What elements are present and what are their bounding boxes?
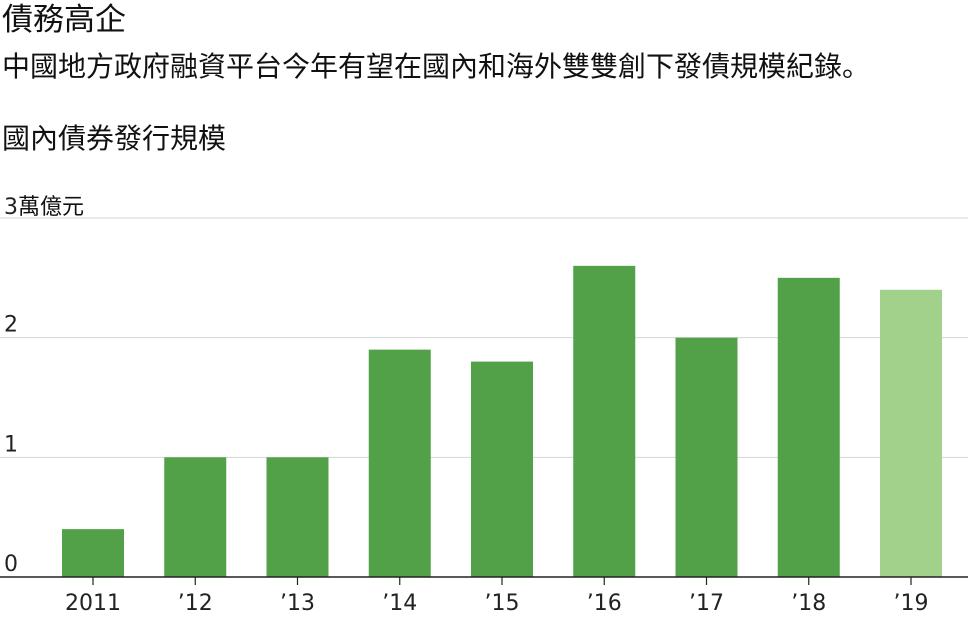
- bar-3: [368, 349, 431, 577]
- x-tick-label-5: ’16: [587, 591, 622, 616]
- bar-4: [471, 361, 533, 577]
- x-tick-label-6: ’17: [689, 591, 724, 616]
- y-axis-labels: 0 1 2 3萬億元: [4, 195, 84, 577]
- bar-0: [62, 529, 124, 577]
- bar-1: [164, 457, 227, 577]
- x-tick-label-2: ’13: [280, 591, 315, 616]
- x-axis-ticks: 2011 ’12 ’13 ’14 ’15 ’16 ’17 ’18 ’19: [65, 577, 929, 616]
- page-subtitle: 中國地方政府融資平台今年有望在國內和海外雙雙創下發債規模紀錄。: [2, 50, 871, 83]
- x-tick-label-1: ’12: [178, 591, 213, 616]
- x-tick-label-0: 2011: [65, 591, 121, 616]
- bars: [62, 265, 942, 577]
- bar-8: [880, 289, 942, 577]
- y-tick-label-3: 3萬億元: [4, 195, 84, 220]
- x-tick-label-8: ’19: [894, 591, 929, 616]
- y-unit-label: 萬億元: [18, 195, 84, 220]
- bar-7: [777, 277, 840, 577]
- bar-5: [573, 265, 636, 577]
- chart-title: 國內債券發行規模: [2, 122, 227, 155]
- x-tick-label-7: ’18: [791, 591, 826, 616]
- bar-6: [675, 337, 738, 577]
- page-title: 債務高企: [2, 2, 126, 38]
- x-tick-label-3: ’14: [382, 591, 417, 616]
- bar-2: [266, 457, 329, 577]
- y-tick-label-0: 0: [4, 552, 18, 577]
- y-tick-label-2: 2: [4, 313, 18, 338]
- y-tick-label-1: 1: [4, 432, 18, 457]
- x-tick-label-4: ’15: [485, 591, 520, 616]
